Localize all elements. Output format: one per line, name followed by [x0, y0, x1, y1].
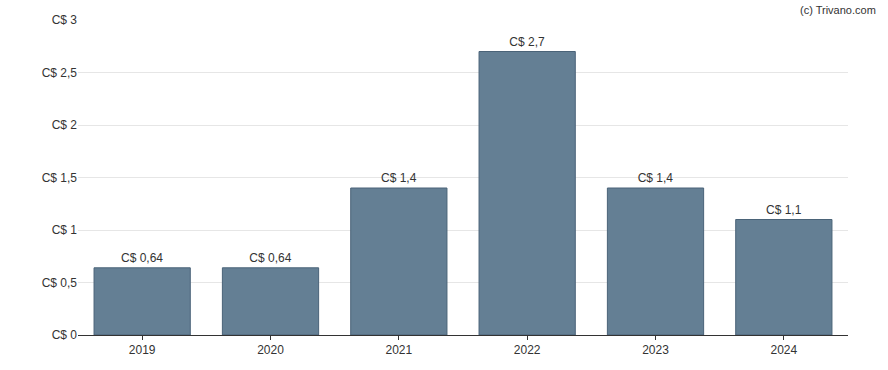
- svg-text:C$ 1,4: C$ 1,4: [638, 171, 674, 185]
- svg-text:C$ 3: C$ 3: [52, 13, 78, 27]
- svg-text:C$ 1,5: C$ 1,5: [42, 171, 78, 185]
- svg-text:C$ 2: C$ 2: [52, 118, 78, 132]
- svg-text:2021: 2021: [385, 343, 412, 357]
- svg-text:C$ 0,5: C$ 0,5: [42, 276, 78, 290]
- svg-text:2019: 2019: [129, 343, 156, 357]
- svg-text:C$ 2,5: C$ 2,5: [42, 66, 78, 80]
- svg-text:C$ 1: C$ 1: [52, 223, 78, 237]
- svg-text:C$ 0,64: C$ 0,64: [249, 251, 291, 265]
- svg-text:C$ 1,4: C$ 1,4: [381, 171, 417, 185]
- svg-text:2022: 2022: [514, 343, 541, 357]
- svg-text:C$ 0: C$ 0: [52, 328, 78, 342]
- svg-text:2023: 2023: [642, 343, 669, 357]
- svg-text:C$ 0,64: C$ 0,64: [121, 251, 163, 265]
- svg-text:C$ 1,1: C$ 1,1: [766, 203, 802, 217]
- svg-text:2020: 2020: [257, 343, 284, 357]
- svg-text:C$ 2,7: C$ 2,7: [509, 35, 545, 49]
- svg-text:(c) Trivano.com: (c) Trivano.com: [800, 4, 876, 16]
- svg-text:2024: 2024: [770, 343, 797, 357]
